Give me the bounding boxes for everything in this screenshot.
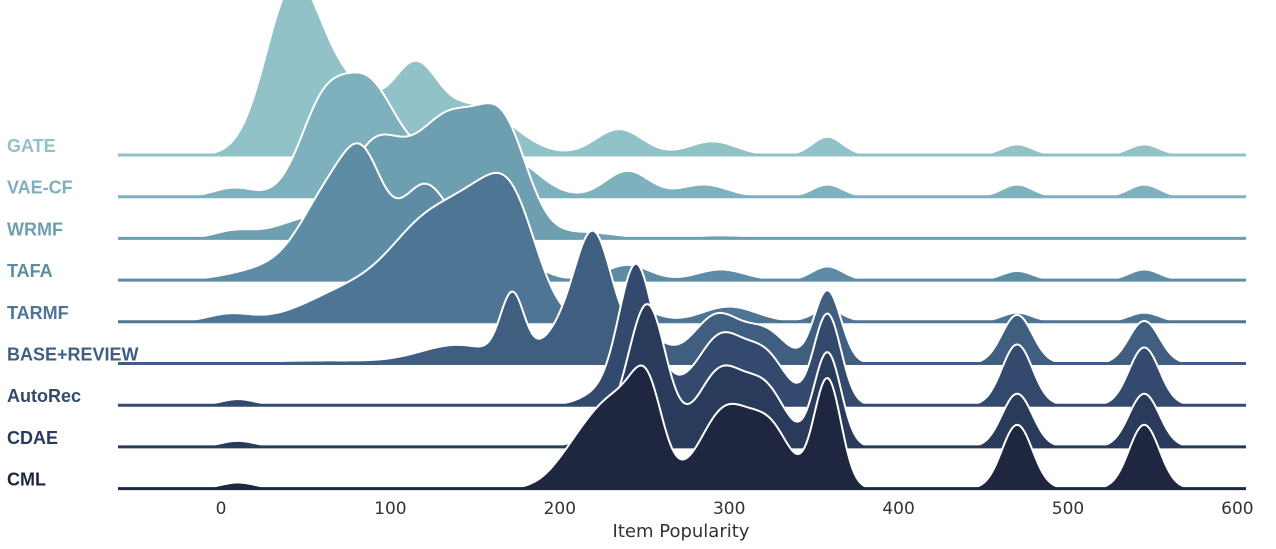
x-tick-label: 600 [1221, 499, 1253, 519]
ridge-tarmf: TARMF [7, 171, 1246, 324]
series-label: GATE [7, 136, 56, 156]
ridge-area [118, 263, 1246, 406]
ridge-gate: GATE [7, 0, 1246, 157]
x-tick-label: 500 [1052, 499, 1084, 519]
ridge-area [118, 230, 1246, 364]
ridge-area [118, 143, 1246, 281]
x-tick-label: 100 [374, 499, 406, 519]
ridge-area [118, 172, 1246, 322]
series-label: AutoRec [7, 386, 81, 406]
series-label: WRMF [7, 219, 63, 239]
ridge-area [118, 0, 1246, 155]
x-axis-label: Item Popularity [613, 521, 750, 542]
series-label: BASE+REVIEW [7, 345, 139, 365]
ridge-autorec: AutoRec [7, 262, 1246, 407]
x-axis: 0 100 200 300 400 500 600 [216, 499, 1254, 519]
x-tick-label: 200 [544, 499, 576, 519]
series-label: CML [7, 470, 46, 490]
series-label: VAE-CF [7, 178, 73, 198]
ridge-area [118, 304, 1246, 447]
ridge-cdae: CDAE [7, 303, 1246, 449]
ridges: GATE VAE-CF WRMF TAFA TARMF BASE+REVIEW AutoRe… [7, 0, 1246, 491]
ridge-cml: CML [7, 364, 1246, 491]
series-label: CDAE [7, 428, 58, 448]
series-label: TARMF [7, 303, 69, 323]
x-tick-label: 300 [713, 499, 745, 519]
ridge-base-review: BASE+REVIEW [7, 229, 1246, 365]
x-tick-label: 0 [216, 499, 227, 519]
series-label: TAFA [7, 261, 53, 281]
ridge-tafa: TAFA [7, 142, 1246, 282]
x-tick-label: 400 [882, 499, 914, 519]
